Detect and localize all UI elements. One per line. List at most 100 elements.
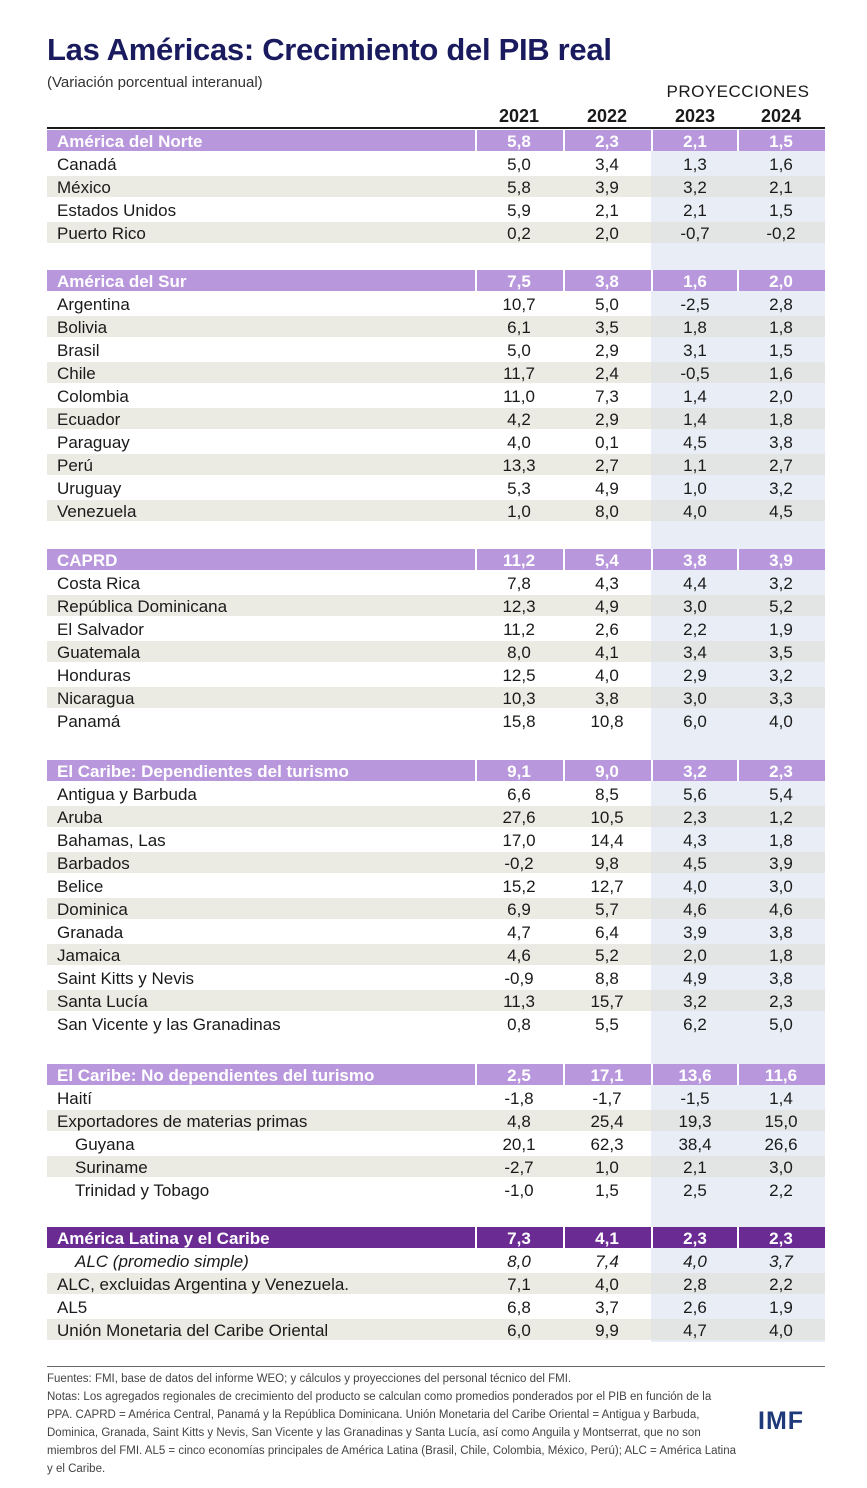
value-2022: 2,0 (595, 224, 619, 243)
country-name: Santa Lucía (57, 992, 148, 1011)
value-2023: 2,5 (683, 1181, 707, 1200)
value-2024: 3,2 (769, 479, 793, 498)
value-2021: 10,7 (502, 295, 536, 314)
row-shading (47, 1156, 825, 1177)
value-2021: 5,8 (507, 178, 531, 197)
country-name: Nicaragua (57, 689, 135, 708)
value-2021: 9,1 (507, 762, 531, 781)
country-name: El Salvador (57, 620, 144, 639)
value-2024: 1,4 (769, 1089, 793, 1108)
value-2022: 3,7 (595, 1298, 619, 1317)
value-2022: 62,3 (590, 1135, 624, 1154)
value-2023: 2,3 (683, 808, 707, 827)
value-2021: 1,0 (507, 502, 531, 521)
value-2021: 4,6 (507, 946, 531, 965)
column-separator (651, 270, 653, 291)
value-2021: 4,0 (507, 433, 531, 452)
value-2021: 5,8 (507, 132, 531, 151)
row-shading (47, 687, 825, 708)
value-2024: 3,5 (769, 643, 793, 662)
value-2022: 3,4 (595, 155, 619, 174)
value-2021: 11,0 (503, 387, 535, 406)
value-2023: 3,2 (683, 762, 707, 781)
value-2021: -2,7 (504, 1158, 534, 1177)
header-bar (47, 549, 825, 570)
value-2023: 4,7 (683, 1321, 707, 1340)
row-shading-projection (651, 687, 825, 708)
country-name: ALC, excluidas Argentina y Venezuela. (57, 1275, 350, 1294)
value-2024: 3,3 (769, 689, 793, 708)
value-2021: 11,2 (502, 551, 536, 570)
value-2023: 1,1 (683, 456, 707, 475)
row-shading-projection (651, 408, 825, 429)
region-header-row: América Latina y el Caribe 7,3 4,1 2,3 2,3 (47, 1226, 825, 1249)
value-2023: 4,4 (683, 574, 707, 593)
country-name: Belice (57, 877, 104, 896)
value-2021: 17,0 (502, 831, 536, 850)
value-2022: 1,0 (595, 1158, 619, 1177)
country-name: Brasil (57, 341, 100, 360)
value-2021: 15,2 (502, 877, 536, 896)
table-row: Paraguay 4,0 0,1 4,5 3,8 (47, 430, 825, 453)
value-2024: 4,6 (769, 900, 793, 919)
value-2024: 2,7 (769, 456, 793, 475)
value-2021: 2,5 (507, 1066, 531, 1085)
column-separator (563, 549, 565, 570)
value-2023: 4,0 (683, 502, 707, 521)
table-row: Guyana 20,1 62,3 38,4 26,6 (47, 1132, 825, 1155)
value-2024: 1,8 (769, 946, 793, 965)
column-separator (563, 760, 565, 781)
table-row: ALC (promedio simple) 8,0 7,4 4,0 3,7 (47, 1249, 825, 1272)
table-row: Panamá 15,8 10,8 6,0 4,0 (47, 709, 825, 732)
value-2021: 15,8 (502, 712, 536, 731)
value-2021: 13,3 (502, 456, 536, 475)
table-row: Saint Kitts y Nevis -0,9 8,8 4,9 3,8 (47, 966, 825, 989)
value-2023: 3,1 (683, 341, 707, 360)
value-2022: 4,0 (595, 1275, 619, 1294)
value-2024: 3,7 (769, 1252, 793, 1271)
value-2022: 10,8 (590, 712, 624, 731)
region-header-row: El Caribe: No dependientes del turismo 2,… (47, 1063, 825, 1086)
column-separator (737, 1227, 739, 1248)
country-name: Honduras (57, 666, 131, 685)
column-separator (475, 270, 477, 291)
country-name: Guatemala (57, 643, 141, 662)
value-2022: 5,4 (595, 551, 619, 570)
column-separator (563, 1227, 565, 1248)
country-name: Haití (57, 1089, 92, 1108)
value-2021: 0,8 (507, 1015, 531, 1034)
region-header-row: CAPRD 11,2 5,4 3,8 3,9 (47, 548, 825, 571)
value-2023: 1,0 (683, 479, 707, 498)
country-name: Venezuela (57, 502, 137, 521)
value-2023: 2,0 (683, 946, 707, 965)
column-separator (737, 549, 739, 570)
country-name: Paraguay (57, 433, 130, 452)
row-shading-projection (651, 316, 825, 337)
value-2021: 4,7 (507, 923, 531, 942)
table-row: Brasil 5,0 2,9 3,1 1,5 (47, 338, 825, 361)
country-name: Unión Monetaria del Caribe Oriental (57, 1321, 329, 1340)
value-2024: 11,6 (764, 1066, 798, 1085)
row-shading (47, 944, 825, 965)
value-2024: 1,9 (769, 1298, 793, 1317)
table-row: Haití -1,8 -1,7 -1,5 1,4 (47, 1086, 825, 1109)
row-shading (47, 1273, 825, 1294)
value-2022: 17,1 (590, 1066, 624, 1085)
value-2024: 1,8 (769, 318, 793, 337)
value-2021: 6,9 (507, 900, 531, 919)
value-2021: 11,2 (503, 620, 535, 639)
country-name: Barbados (57, 854, 130, 873)
value-2022: 14,4 (590, 831, 624, 850)
table-row: Ecuador 4,2 2,9 1,4 1,8 (47, 407, 825, 430)
table-row: Antigua y Barbuda 6,6 8,5 5,6 5,4 (47, 782, 825, 805)
value-2021: 12,5 (502, 666, 536, 685)
value-2022: 15,7 (590, 992, 624, 1011)
row-shading-projection (651, 944, 825, 965)
value-2023: 2,1 (683, 1158, 707, 1177)
value-2021: 5,3 (507, 479, 531, 498)
country-name: Jamaica (57, 946, 121, 965)
value-2023: 5,6 (683, 785, 707, 804)
value-2021: 5,0 (507, 155, 531, 174)
value-2024: 1,6 (769, 155, 793, 174)
value-2021: 0,2 (507, 224, 531, 243)
